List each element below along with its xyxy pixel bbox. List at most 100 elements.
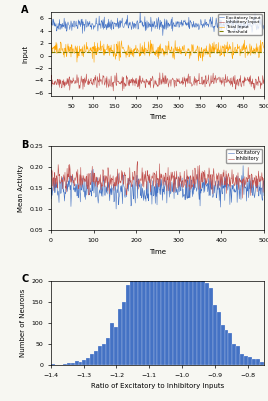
Bar bbox=[197, 258, 201, 365]
Bar bbox=[122, 302, 126, 365]
Threshold bbox=[49, 50, 53, 55]
Excitatory Input bbox=[161, 33, 164, 38]
Bar bbox=[90, 354, 94, 365]
Line: Inhibitory: Inhibitory bbox=[51, 162, 264, 198]
Bar bbox=[181, 218, 185, 365]
Excitatory Input bbox=[165, 18, 169, 23]
Threshold bbox=[152, 50, 155, 55]
Bar bbox=[173, 208, 177, 365]
Line: Excitatory: Excitatory bbox=[51, 166, 264, 209]
Inhibitory Input bbox=[158, 70, 161, 75]
Bar bbox=[193, 252, 197, 365]
Bar bbox=[106, 338, 110, 365]
Inhibitory bbox=[262, 176, 266, 181]
Bar bbox=[201, 266, 205, 365]
Inhibitory bbox=[226, 175, 229, 180]
Excitatory Input bbox=[258, 19, 261, 24]
Excitatory bbox=[189, 178, 193, 182]
Threshold bbox=[151, 50, 154, 55]
Bar bbox=[154, 212, 157, 365]
Excitatory Input bbox=[139, 9, 142, 14]
Bar bbox=[228, 333, 232, 365]
Inhibitory Input bbox=[258, 79, 261, 84]
Bar bbox=[161, 215, 165, 365]
Bar bbox=[217, 312, 221, 365]
Excitatory bbox=[241, 163, 245, 168]
Bar bbox=[150, 206, 154, 365]
Bar bbox=[252, 359, 256, 365]
Inhibitory bbox=[111, 177, 114, 182]
Bar bbox=[213, 305, 217, 365]
Inhibitory bbox=[187, 174, 190, 179]
Bar bbox=[114, 327, 118, 365]
Line: Total Input: Total Input bbox=[51, 40, 264, 62]
Text: C: C bbox=[21, 274, 28, 284]
Inhibitory bbox=[241, 196, 244, 200]
Line: Inhibitory Input: Inhibitory Input bbox=[51, 73, 264, 91]
Bar bbox=[118, 310, 122, 365]
Bar bbox=[86, 358, 90, 365]
Bar bbox=[225, 330, 228, 365]
Bar bbox=[94, 351, 98, 365]
Bar bbox=[126, 285, 130, 365]
Total Input bbox=[92, 60, 96, 65]
Bar bbox=[142, 252, 146, 365]
Bar bbox=[146, 228, 150, 365]
Bar bbox=[158, 211, 161, 365]
Bar bbox=[79, 362, 83, 365]
Bar bbox=[240, 354, 244, 365]
Excitatory bbox=[114, 207, 118, 211]
Bar bbox=[221, 325, 225, 365]
Excitatory Input bbox=[152, 22, 155, 27]
Bar bbox=[75, 361, 79, 365]
Inhibitory Input bbox=[152, 84, 155, 89]
Bar bbox=[260, 362, 264, 365]
Threshold bbox=[257, 50, 260, 55]
X-axis label: Time: Time bbox=[149, 249, 166, 255]
Total Input bbox=[151, 46, 154, 51]
Bar bbox=[248, 356, 252, 365]
Legend: Excitatory, Inhibitory: Excitatory, Inhibitory bbox=[226, 149, 262, 163]
Excitatory bbox=[262, 193, 266, 198]
Excitatory bbox=[49, 183, 53, 188]
Excitatory bbox=[102, 178, 105, 183]
Y-axis label: Input: Input bbox=[23, 45, 28, 63]
Inhibitory Input bbox=[151, 74, 154, 79]
Bar bbox=[205, 284, 209, 365]
Bar bbox=[102, 344, 106, 365]
Bar bbox=[169, 203, 173, 365]
Bar bbox=[209, 288, 213, 365]
Inhibitory bbox=[127, 178, 130, 182]
Total Input bbox=[165, 46, 168, 51]
Inhibitory bbox=[102, 178, 105, 183]
Excitatory bbox=[127, 178, 131, 182]
Bar bbox=[256, 359, 260, 365]
Threshold bbox=[262, 50, 266, 55]
Inhibitory Input bbox=[177, 79, 180, 84]
Bar bbox=[83, 360, 87, 365]
Inhibitory Input bbox=[165, 77, 169, 82]
Total Input bbox=[177, 47, 180, 52]
Inhibitory Input bbox=[49, 76, 53, 81]
Inhibitory Input bbox=[112, 89, 115, 93]
Excitatory bbox=[111, 186, 114, 191]
Inhibitory Input bbox=[262, 77, 266, 82]
Bar bbox=[236, 346, 240, 365]
Bar bbox=[177, 218, 181, 365]
Bar bbox=[63, 364, 67, 365]
X-axis label: Time: Time bbox=[149, 114, 166, 120]
Line: Excitatory Input: Excitatory Input bbox=[51, 11, 264, 36]
Bar bbox=[232, 344, 236, 365]
Threshold bbox=[224, 50, 227, 55]
Inhibitory bbox=[189, 176, 193, 181]
Y-axis label: Mean Activity: Mean Activity bbox=[18, 165, 24, 212]
Total Input bbox=[49, 43, 53, 47]
Bar bbox=[185, 227, 189, 365]
Bar bbox=[110, 323, 114, 365]
Excitatory Input bbox=[177, 20, 180, 25]
Legend: Excitatory Input, Inhibitory Input, Total Input, Threshold: Excitatory Input, Inhibitory Input, Tota… bbox=[218, 14, 262, 35]
Total Input bbox=[262, 46, 266, 51]
Bar bbox=[130, 282, 134, 365]
Excitatory Input bbox=[151, 24, 154, 29]
Excitatory Input bbox=[225, 26, 228, 31]
